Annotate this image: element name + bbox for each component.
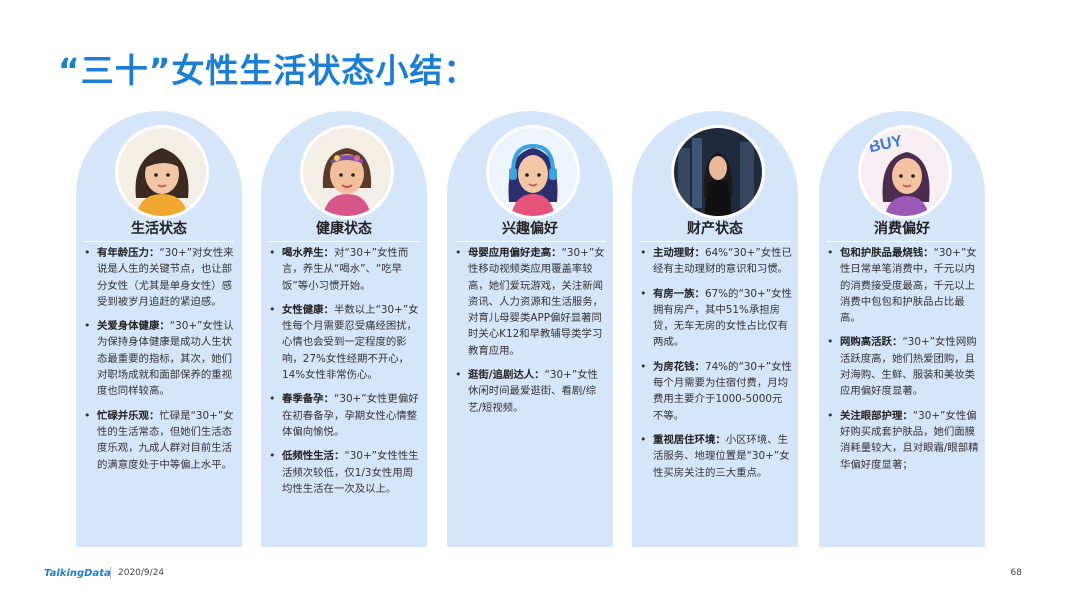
list-item: 包和护肤品最烧钱：“30+”女性日常单笔消费中，千元以内的消费接受度最高，千元以…: [827, 245, 979, 326]
woman-shopping-icon: BUY: [858, 125, 952, 219]
card-items: 包和护肤品最烧钱：“30+”女性日常单笔消费中，千元以内的消费接受度最高，千元以…: [827, 245, 979, 481]
footer-date: 2020/9/24: [118, 568, 165, 578]
woman-portrait-icon: [300, 125, 394, 219]
list-item: 网购高活跃：“30+”女性网购活跃度高，她们热爱团购，且对海购、生鲜、服装和美妆…: [827, 334, 979, 399]
list-item: 有年龄压力：“30+”对女性来说是人生的关键节点，也让部分女性（尤其是单身女性）…: [84, 245, 236, 310]
divider: [827, 241, 977, 242]
list-item: 低频性生活：“30+”女性性生活频次较低，仅1/3女性用周均性生活在一次及以上。: [269, 448, 421, 497]
card-interest-preference: 兴趣偏好 母婴应用偏好走高：“30+”女性移动视频类应用覆盖率较高，她们爱玩游戏…: [447, 111, 613, 547]
card-items: 有年龄压力：“30+”对女性来说是人生的关键节点，也让部分女性（尤其是单身女性）…: [84, 245, 236, 481]
list-item: 主动理财：64%“30+”女性已经有主动理财的意识和习惯。: [640, 245, 792, 278]
card-property-status: 财产状态 主动理财：64%“30+”女性已经有主动理财的意识和习惯。 有房一族：…: [632, 111, 798, 547]
card-title: 健康状态: [316, 221, 372, 237]
divider: [84, 241, 234, 242]
divider: [269, 241, 419, 242]
list-item: 母婴应用偏好走高：“30+”女性移动视频类应用覆盖率较高，她们爱玩游戏，关注新闻…: [455, 245, 607, 359]
list-item: 忙碌并乐观：忙碌是“30+”女性的生活常态，但她们生活态度乐观，九成人群对目前生…: [84, 408, 236, 473]
divider: [455, 241, 605, 242]
card-items: 喝水养生：对“30+”女性而言，养生从“喝水”、“吃早饭”等小习惯开始。 女性健…: [269, 245, 421, 505]
page-number: 68: [1010, 568, 1022, 578]
list-item: 重视居住环境：小区环境、生活服务、地理位置是“30+”女性买房关注的三大重点。: [640, 432, 792, 481]
list-item: 有房一族：67%的“30+”女性拥有房产，其中51%承担房贷，无车无房的女性占比…: [640, 286, 792, 351]
card-consumption-preference: BUY 消费偏好 包和护肤品最烧钱：“30+”女性日常单笔消费中，千元以内的消费…: [819, 111, 985, 547]
card-life-status: 生活状态 有年龄压力：“30+”对女性来说是人生的关键节点，也让部分女性（尤其是…: [76, 111, 242, 547]
card-items: 主动理财：64%“30+”女性已经有主动理财的意识和习惯。 有房一族：67%的“…: [640, 245, 792, 489]
card-health-status: 健康状态 喝水养生：对“30+”女性而言，养生从“喝水”、“吃早饭”等小习惯开始…: [261, 111, 427, 547]
list-item: 喝水养生：对“30+”女性而言，养生从“喝水”、“吃早饭”等小习惯开始。: [269, 245, 421, 294]
woman-headphones-icon: [486, 125, 580, 219]
card-title: 兴趣偏好: [502, 221, 558, 237]
list-item: 关爱身体健康：“30+”女性认为保持身体健康是成功人生状态最重要的指标，其次，她…: [84, 318, 236, 399]
card-items: 母婴应用偏好走高：“30+”女性移动视频类应用覆盖率较高，她们爱玩游戏，关注新闻…: [455, 245, 607, 424]
card-title: 财产状态: [687, 221, 743, 237]
list-item: 逛街/追剧达人：“30+”女性休闲时间最爱逛街、看剧/综艺/短视频。: [455, 367, 607, 416]
list-item: 关注眼部护理：“30+”女性偏好购买成套护肤品，她们面膜消耗量较大，且对眼霜/眼…: [827, 408, 979, 473]
list-item: 春季备孕：“30+”女性更偏好在初春备孕，孕期女性心情整体偏向愉悦。: [269, 391, 421, 440]
footer-divider: [110, 567, 111, 579]
woman-city-icon: [671, 125, 765, 219]
woman-portrait-icon: [115, 125, 209, 219]
divider: [640, 241, 790, 242]
list-item: 女性健康：半数以上“30+”女性每个月需要忍受痛经困扰，心情也会受到一定程度的影…: [269, 302, 421, 383]
page-title: “三十”女性生活状态小结：: [58, 51, 478, 90]
card-title: 消费偏好: [874, 221, 930, 237]
buy-badge: BUY: [867, 133, 904, 157]
list-item: 为房花钱：74%的“30+”女性每个月需要为住宿付费，月均费用主要介于1000-…: [640, 359, 792, 424]
brand-logo: TalkingData: [44, 568, 111, 579]
card-title: 生活状态: [131, 221, 187, 237]
